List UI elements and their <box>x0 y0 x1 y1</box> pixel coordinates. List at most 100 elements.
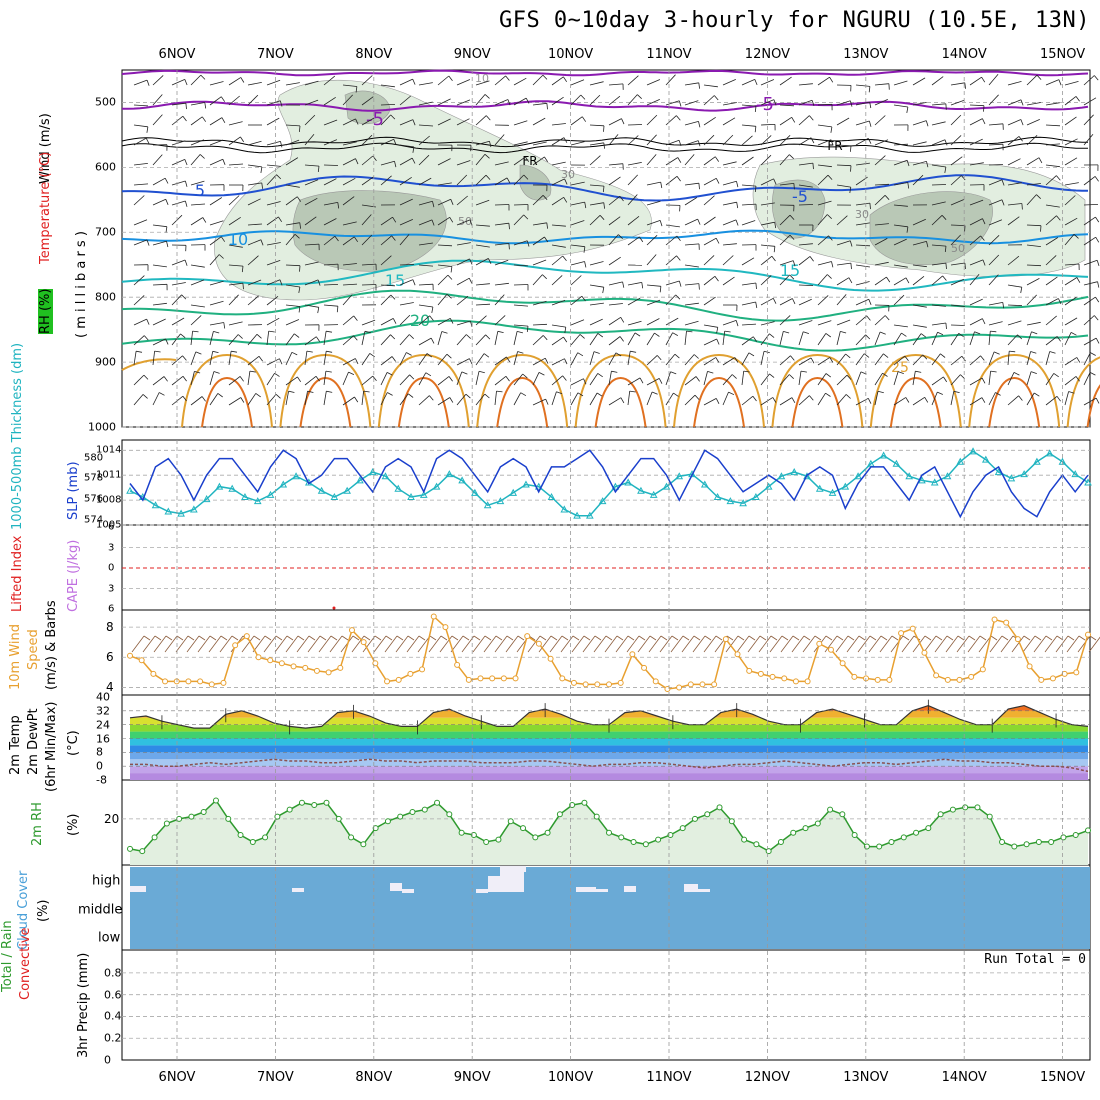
wind-barb-flag <box>791 397 796 403</box>
chart-title: GFS 0~10day 3-hourly for NGURU (10.5E, 1… <box>498 8 1090 33</box>
wind-barb <box>285 124 301 127</box>
isotherm-30-lobe <box>1086 384 1100 428</box>
wind-barb <box>342 294 353 306</box>
wind-barb-flag <box>937 391 943 395</box>
wind-barb <box>988 392 996 406</box>
wind-barb-flag <box>294 333 300 338</box>
wind-barb <box>741 395 754 406</box>
wind-barb <box>665 255 677 266</box>
thickness-point <box>266 490 275 498</box>
isotherm-15 <box>121 259 1089 292</box>
date-bottom-label: 13NOV <box>843 1070 889 1085</box>
wind10-barb-flag <box>352 635 360 641</box>
wind-barb <box>418 242 433 246</box>
isotherm-25-lobe <box>476 353 569 428</box>
wind-barb-flag <box>394 161 397 168</box>
wind-barb <box>380 216 393 226</box>
wind-barb-flag <box>297 376 302 383</box>
wind-barb-flag <box>698 121 701 128</box>
wind-barb <box>855 371 862 386</box>
wind-barb <box>836 319 851 326</box>
wind-barb-flag <box>355 86 358 93</box>
wind-barb-flag <box>1075 376 1080 382</box>
wind10-point <box>839 660 846 667</box>
wind-barb-flag <box>240 397 245 403</box>
run-total: Run Total = 0 <box>984 952 1086 967</box>
wind10-point <box>582 681 589 688</box>
wind-barb-flag <box>581 116 587 122</box>
wind10-barb <box>758 635 772 653</box>
wind10-barb-flag <box>550 635 558 641</box>
wind-barb <box>950 135 962 146</box>
wind-barb-flag <box>489 141 492 148</box>
wind-barb <box>323 331 327 346</box>
wind-barb-flag <box>754 126 757 133</box>
wind-barb <box>380 372 388 386</box>
wind-barb <box>133 374 145 386</box>
wind-barb <box>399 393 409 406</box>
wind-barb <box>304 197 318 206</box>
wind-barb <box>361 391 364 406</box>
wind-barb <box>475 115 487 126</box>
wind-barb <box>228 244 243 248</box>
wind-barb-flag <box>812 163 814 170</box>
label-slp: SLP (mb) <box>66 461 81 520</box>
wind-barb <box>456 195 468 206</box>
wind-barb <box>190 139 205 146</box>
wind-barb <box>760 255 773 266</box>
wind-barb-flag <box>982 218 986 225</box>
cloud-level-label: middle <box>78 902 123 918</box>
wind10-barb <box>274 635 288 653</box>
wind-barb <box>1064 263 1080 266</box>
wind-barb <box>152 177 166 186</box>
wind-barb <box>817 357 831 366</box>
contour-label: 10 <box>228 230 248 249</box>
wind-barb <box>1045 215 1057 226</box>
wind-barb <box>380 356 393 366</box>
wind-barb <box>741 203 757 206</box>
wind-barb-flag <box>1089 372 1096 376</box>
wind-barb <box>779 116 792 126</box>
wind-barb <box>361 375 374 386</box>
cape-lifted-index-panel <box>122 547 1090 610</box>
wind-barb-flag <box>1097 281 1100 288</box>
rh-point <box>900 834 907 841</box>
wind-barb <box>855 298 869 306</box>
label-wind-units: (m/s) & Barbs <box>44 600 59 690</box>
wind-barb <box>855 264 870 268</box>
wind-barb <box>209 393 219 406</box>
wind-barb-flag <box>154 350 161 353</box>
rh-point <box>876 843 883 850</box>
wind-barb <box>551 358 565 366</box>
wind-barb <box>133 195 145 206</box>
wind-barb <box>760 275 772 286</box>
wind-barb <box>399 234 410 246</box>
wind-barb <box>1083 134 1094 146</box>
thickness-point <box>700 480 709 488</box>
wind10-barb-flag <box>231 635 239 641</box>
wind-barb-flag <box>542 195 548 200</box>
wind-barb-flag <box>1058 298 1062 305</box>
wind10-barb <box>538 635 552 653</box>
wind-barb <box>437 244 453 247</box>
wind-barb <box>1007 216 1020 226</box>
wind-barb <box>437 376 450 386</box>
wind-barb-flag <box>412 119 416 126</box>
wind-barb <box>494 315 506 326</box>
wind-barb <box>513 97 527 106</box>
temp-band <box>130 738 1088 746</box>
cape-tick-label: 3 <box>108 542 115 553</box>
rh-point <box>777 838 784 845</box>
wind-barb <box>1064 116 1077 126</box>
wind-barb <box>399 95 411 106</box>
thickness-point <box>1045 449 1054 457</box>
wind-barb <box>456 160 471 166</box>
wind-barb <box>342 236 355 246</box>
wind-barb-flag <box>678 100 682 107</box>
wind-barb-flag <box>1096 260 1100 267</box>
thickness-point <box>190 505 198 513</box>
wind-barb <box>171 180 186 186</box>
wind-barb <box>418 135 430 146</box>
date-bottom-label: 12NOV <box>744 1070 790 1085</box>
high-cloud-block <box>624 886 636 892</box>
